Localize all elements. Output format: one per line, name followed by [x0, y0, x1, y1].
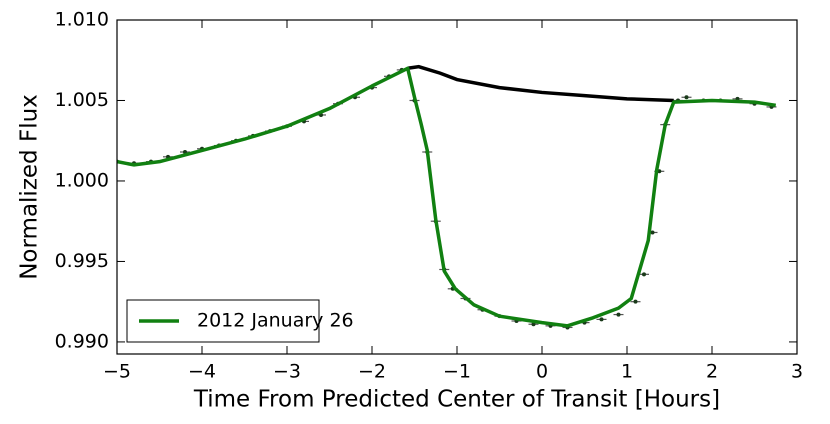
data-point: [684, 95, 689, 100]
series-line: [117, 66, 777, 328]
y-tick-label: 0.990: [55, 330, 109, 352]
x-tick-label: 2: [706, 361, 718, 383]
data-point: [599, 317, 604, 322]
x-tick-label: −1: [443, 361, 471, 383]
x-axis-label: Time From Predicted Center of Transit [H…: [193, 387, 720, 413]
plot-area: [117, 64, 777, 330]
y-axis-label: Normalized Flux: [17, 94, 43, 280]
data-point: [633, 299, 638, 304]
data-point: [642, 272, 646, 277]
x-tick-label: −2: [358, 361, 386, 383]
y-tick-label: 1.010: [55, 9, 109, 31]
y-tick-label: 1.000: [55, 169, 109, 191]
plot-frame: [116, 19, 798, 355]
legend-label: 2012 January 26: [197, 310, 354, 332]
x-tick-label: −5: [103, 361, 131, 383]
data-point: [650, 230, 655, 235]
x-tick-label: −3: [273, 361, 301, 383]
y-tick-label: 1.005: [55, 89, 109, 111]
x-tick-label: 1: [621, 361, 633, 383]
y-tick-label: 0.995: [55, 250, 109, 272]
model-line: [407, 64, 674, 103]
x-tick-label: 3: [791, 361, 803, 383]
x-tick-label: 0: [536, 361, 548, 383]
data-point: [616, 312, 621, 317]
x-tick-label: −4: [188, 361, 216, 383]
